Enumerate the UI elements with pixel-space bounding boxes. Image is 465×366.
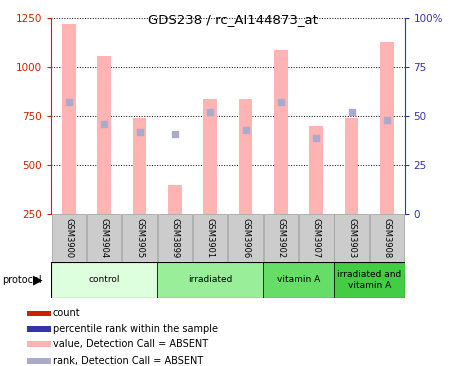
Bar bbox=[168, 185, 181, 214]
Bar bbox=[51, 262, 157, 298]
Text: GSM3908: GSM3908 bbox=[382, 218, 392, 258]
Text: protocol: protocol bbox=[2, 275, 42, 285]
Text: control: control bbox=[88, 276, 120, 284]
Bar bbox=[310, 126, 323, 214]
Bar bbox=[263, 262, 334, 298]
Bar bbox=[299, 214, 333, 262]
Text: irradiated and
vitamin A: irradiated and vitamin A bbox=[337, 270, 401, 290]
Bar bbox=[27, 311, 51, 316]
Bar bbox=[27, 326, 51, 332]
Bar bbox=[27, 358, 51, 364]
Text: GSM3900: GSM3900 bbox=[64, 218, 73, 258]
Bar bbox=[122, 214, 157, 262]
Text: value, Detection Call = ABSENT: value, Detection Call = ABSENT bbox=[53, 339, 208, 349]
Text: percentile rank within the sample: percentile rank within the sample bbox=[53, 324, 218, 334]
Text: GSM3902: GSM3902 bbox=[276, 218, 286, 258]
Text: GSM3903: GSM3903 bbox=[347, 218, 356, 258]
Bar bbox=[52, 214, 86, 262]
Bar bbox=[345, 118, 358, 214]
Text: GSM3904: GSM3904 bbox=[100, 218, 109, 258]
Text: GSM3901: GSM3901 bbox=[206, 218, 215, 258]
Text: GSM3907: GSM3907 bbox=[312, 218, 321, 258]
Bar bbox=[133, 118, 146, 214]
Bar bbox=[370, 214, 404, 262]
Bar bbox=[264, 214, 298, 262]
Text: GSM3899: GSM3899 bbox=[170, 218, 179, 258]
Bar bbox=[62, 24, 75, 214]
Text: ▶: ▶ bbox=[33, 273, 43, 287]
Text: GDS238 / rc_AI144873_at: GDS238 / rc_AI144873_at bbox=[147, 13, 318, 26]
Bar bbox=[274, 50, 287, 214]
Text: GSM3905: GSM3905 bbox=[135, 218, 144, 258]
Bar bbox=[158, 214, 192, 262]
Bar bbox=[157, 262, 263, 298]
Bar bbox=[193, 214, 227, 262]
Bar bbox=[27, 341, 51, 347]
Text: GSM3906: GSM3906 bbox=[241, 218, 250, 258]
Text: count: count bbox=[53, 309, 80, 318]
Text: irradiated: irradiated bbox=[188, 276, 232, 284]
Bar bbox=[98, 56, 111, 214]
Bar bbox=[334, 214, 369, 262]
Bar bbox=[334, 262, 405, 298]
Bar bbox=[380, 42, 393, 214]
Text: rank, Detection Call = ABSENT: rank, Detection Call = ABSENT bbox=[53, 356, 203, 366]
Text: vitamin A: vitamin A bbox=[277, 276, 320, 284]
Bar bbox=[228, 214, 263, 262]
Bar bbox=[239, 98, 252, 214]
Bar bbox=[87, 214, 121, 262]
Bar bbox=[204, 98, 217, 214]
